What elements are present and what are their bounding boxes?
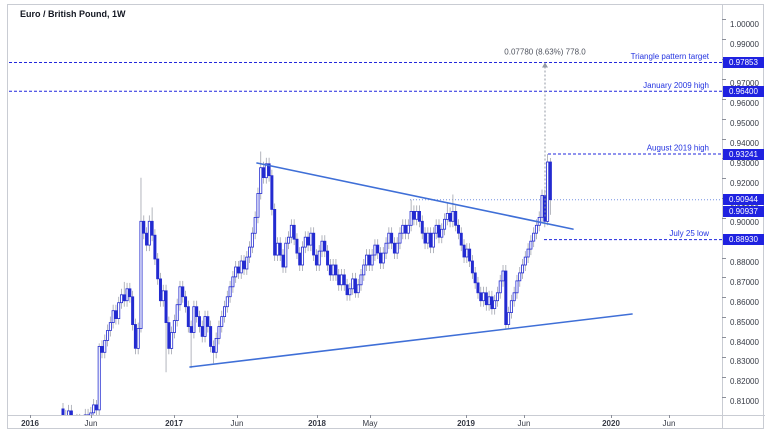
- price-tick-label: 0.95000: [730, 119, 759, 129]
- price-axis[interactable]: 1.000000.990000.980000.970000.960000.950…: [722, 4, 764, 415]
- price-axis-tick: [722, 297, 726, 299]
- price-axis-tick: [722, 78, 726, 80]
- triangle-pattern-target-line-label: Triangle pattern target: [631, 52, 710, 61]
- price-tick-label: 0.85000: [730, 317, 759, 327]
- price-tick-label: 0.90000: [730, 218, 759, 228]
- time-axis-tick: [91, 415, 92, 418]
- price-tick-label: 0.87000: [730, 277, 759, 287]
- price-tick-label: 0.86000: [730, 297, 759, 307]
- time-tick-label: Jun: [662, 419, 676, 428]
- chart-frame: [7, 4, 764, 429]
- price-tick-label: 0.94000: [730, 139, 759, 148]
- time-tick-label: 2019: [457, 419, 475, 428]
- price-tick-label: 0.93000: [730, 158, 759, 168]
- price-range-measure-tool[interactable]: 0.07780 (8.63%) 778.0: [504, 48, 586, 217]
- time-tick-label: Jun: [230, 419, 244, 428]
- time-axis-separator: [7, 415, 765, 416]
- august-2019-high-line-price-label: 0.93241: [723, 148, 764, 160]
- august-2019-high-line-label: August 2019 high: [647, 144, 709, 153]
- time-tick-label: May: [362, 419, 378, 428]
- current-price-line-price-label: 0.90944: [723, 194, 764, 206]
- time-axis-tick: [611, 415, 612, 418]
- symbol-title[interactable]: Euro / British Pound, 1W: [20, 9, 126, 19]
- time-tick-label: 2017: [165, 419, 183, 428]
- price-tick-label: 0.83000: [730, 357, 759, 367]
- july-25-low-line-label: July 25 low: [669, 229, 709, 238]
- price-tick-label: 1.00000: [730, 19, 759, 29]
- candlestick-series: [61, 151, 552, 415]
- time-axis-tick: [237, 415, 238, 418]
- time-tick-label: Jun: [517, 419, 531, 428]
- price-axis-tick: [722, 277, 726, 279]
- time-axis-tick: [370, 415, 371, 418]
- time-axis-tick: [524, 415, 525, 418]
- price-tick-label: 0.97000: [730, 79, 759, 89]
- price-tick-label: 0.96000: [730, 99, 759, 109]
- price-tick-label: 0.99000: [730, 39, 759, 49]
- price-axis-tick: [722, 39, 726, 41]
- price-axis-tick: [722, 257, 726, 259]
- price-axis-tick: [722, 217, 726, 219]
- price-axis-tick: [722, 19, 726, 21]
- price-tick-label: 0.92000: [730, 178, 759, 188]
- price-tick-label: 0.81000: [730, 397, 759, 406]
- price-axis-tick: [722, 376, 726, 378]
- price-axis-separator: [722, 4, 723, 429]
- time-axis-tick: [466, 415, 467, 418]
- time-axis-tick: [174, 415, 175, 418]
- price-axis-tick: [722, 317, 726, 319]
- time-axis[interactable]: 2016 Jun 2017 Jun 2018 May 2019 Jun 2020 Jun: [7, 415, 722, 429]
- time-tick-label: 2018: [308, 419, 326, 428]
- measure-label: 0.07780 (8.63%) 778.0: [504, 48, 586, 57]
- descending-trendline[interactable]: [256, 162, 574, 230]
- horizontal-ray-line-price-label: 0.90937: [723, 205, 764, 217]
- price-axis-tick: [722, 98, 726, 100]
- january-2009-high-line-label: January 2009 high: [643, 81, 709, 90]
- january-2009-high-line-price-label: 0.96400: [723, 85, 764, 97]
- time-axis-tick: [30, 415, 31, 418]
- time-tick-label: 2020: [602, 419, 620, 428]
- time-axis-tick: [669, 415, 670, 418]
- price-tick-label: 0.88000: [730, 258, 759, 268]
- price-axis-tick: [722, 178, 726, 180]
- triangle-pattern-target-line-price-label: 0.97853: [723, 57, 764, 68]
- price-axis-tick: [722, 337, 726, 338]
- price-axis-tick: [722, 356, 726, 358]
- price-axis-tick: [722, 138, 726, 140]
- price-tick-label: 0.82000: [730, 377, 759, 387]
- time-axis-tick: [317, 415, 318, 418]
- price-tick-label: 0.84000: [730, 337, 759, 347]
- price-axis-tick: [722, 118, 726, 120]
- time-tick-label: Jun: [84, 419, 98, 428]
- price-axis-tick: [722, 396, 726, 398]
- july-25-low-line-price-label: 0.88930: [723, 234, 764, 246]
- time-tick-label: 2016: [21, 419, 39, 428]
- ascending-trendline[interactable]: [189, 313, 633, 368]
